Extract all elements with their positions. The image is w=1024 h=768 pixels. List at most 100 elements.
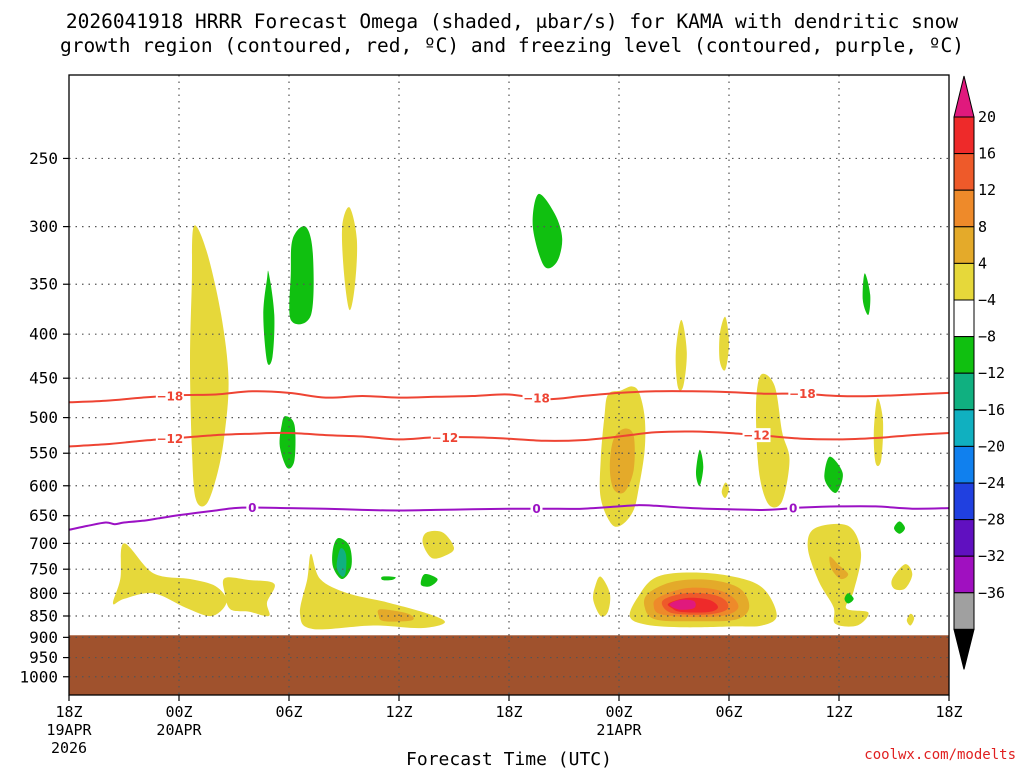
omega-area-29 bbox=[263, 270, 275, 365]
colorbar-label-3: 8 bbox=[978, 218, 987, 236]
omega-area-14 bbox=[719, 316, 729, 371]
colorbar-label-11: −28 bbox=[978, 511, 1005, 529]
colorbar-top-arrow bbox=[953, 75, 975, 118]
x-tick-label-5: 00Z bbox=[605, 703, 632, 721]
snow-minus12-line bbox=[69, 430, 949, 448]
colorbar-label-8: −16 bbox=[978, 401, 1005, 419]
snow-minus18-label-bg-0 bbox=[155, 388, 184, 403]
colorbar-swatch-3 bbox=[953, 226, 975, 264]
colorbar-swatch-0 bbox=[953, 116, 975, 155]
contour-lines: −18 −18 −18 −12 −12 −12 0 0 0 bbox=[69, 386, 949, 531]
x-tick-label-1: 00Z bbox=[165, 703, 192, 721]
y-tick-label-4: 450 bbox=[29, 369, 58, 388]
x-tick-label-3: 12Z bbox=[385, 703, 412, 721]
omega-area-21 bbox=[829, 556, 849, 580]
x-axis-label: Forecast Time (UTC) bbox=[406, 749, 612, 768]
snow-minus12-label-bg-1 bbox=[430, 430, 459, 445]
colorbar-label-4: 4 bbox=[978, 254, 987, 272]
y-axis-ticks: 250 300 350 400 450 500 550 600 650 700 750 800 850 9… bbox=[19, 149, 69, 686]
colorbar-swatch-5 bbox=[953, 299, 975, 338]
x-tick-label-4: 18Z bbox=[495, 703, 522, 721]
omega-area-30 bbox=[289, 226, 314, 325]
x-tick-label-8: 18Z bbox=[935, 703, 962, 721]
omega-area-18 bbox=[906, 613, 915, 626]
colorbar-label-2: 12 bbox=[978, 181, 996, 199]
y-tick-label-14: 950 bbox=[29, 648, 58, 667]
omega-area-32 bbox=[532, 193, 563, 269]
x-tick-year-0: 2026 bbox=[51, 739, 87, 757]
omega-area-36 bbox=[824, 456, 843, 493]
colorbar-label-10: −24 bbox=[978, 474, 1005, 492]
colorbar-label-5: −4 bbox=[978, 291, 996, 309]
omega-area-35 bbox=[381, 576, 396, 581]
omega-area-39 bbox=[894, 521, 905, 534]
ground-layer bbox=[69, 635, 949, 695]
omega-area-12 bbox=[891, 564, 913, 591]
omega-area-16 bbox=[721, 482, 729, 499]
y-tick-label-6: 550 bbox=[29, 444, 58, 463]
freezing-0-label-1: 0 bbox=[532, 502, 540, 516]
omega-shading bbox=[112, 193, 915, 630]
y-tick-label-10: 750 bbox=[29, 560, 58, 579]
omega-area-20 bbox=[377, 609, 414, 622]
omega-area-26 bbox=[669, 599, 696, 610]
y-tick-label-12: 850 bbox=[29, 606, 58, 625]
omega-area-34 bbox=[420, 573, 438, 587]
snow-minus12-label-bg-2 bbox=[742, 428, 771, 443]
omega-area-6 bbox=[222, 577, 275, 617]
omega-area-38 bbox=[696, 449, 704, 486]
snow-minus12-label-2: −12 bbox=[743, 429, 770, 443]
omega-area-37 bbox=[862, 273, 871, 316]
colorbar-swatch-6 bbox=[953, 336, 975, 374]
colorbar-bottom-arrow bbox=[953, 628, 975, 670]
omega-area-0 bbox=[190, 225, 229, 507]
omega-area-9 bbox=[593, 576, 611, 617]
y-tick-label-9: 700 bbox=[29, 534, 58, 553]
colorbar-label-12: −32 bbox=[978, 547, 1005, 565]
x-tick-label-6: 06Z bbox=[715, 703, 742, 721]
omega-area-7 bbox=[299, 553, 445, 630]
omega-area-13 bbox=[675, 319, 687, 391]
snow-minus12-label-0: −12 bbox=[156, 432, 183, 446]
colorbar-swatch-2 bbox=[953, 189, 975, 228]
omega-area-31 bbox=[279, 416, 296, 469]
y-tick-label-1: 300 bbox=[29, 217, 58, 236]
y-tick-label-11: 800 bbox=[29, 584, 58, 603]
snow-minus18-label-2: −18 bbox=[789, 387, 816, 401]
colorbar-label-1: 16 bbox=[978, 145, 996, 163]
x-tick-label-7: 12Z bbox=[825, 703, 852, 721]
y-tick-label-0: 250 bbox=[29, 149, 58, 168]
y-tick-label-15: 1000 bbox=[19, 667, 58, 686]
omega-area-8 bbox=[422, 530, 455, 559]
colorbar-swatch-1 bbox=[953, 153, 975, 191]
x-tick-label-2: 06Z bbox=[275, 703, 302, 721]
snow-minus18-label-1: −18 bbox=[523, 392, 550, 406]
credit-text[interactable]: coolwx.com/modelts bbox=[864, 747, 1016, 763]
y-tick-label-3: 400 bbox=[29, 325, 58, 344]
chart-title-line2: growth region (contoured, red, ºC) and f… bbox=[60, 34, 964, 57]
freezing-0-label-bg-1 bbox=[530, 501, 543, 516]
x-tick-label-0: 18Z bbox=[55, 703, 82, 721]
ground-fill bbox=[69, 635, 949, 695]
colorbar-swatch-12 bbox=[953, 555, 975, 594]
colorbar-label-9: −20 bbox=[978, 437, 1005, 455]
omega-area-4 bbox=[755, 373, 790, 508]
x-tick-date-0: 19APR bbox=[46, 721, 92, 739]
colorbar-label-13: −36 bbox=[978, 584, 1005, 602]
freezing-0-label-0: 0 bbox=[248, 501, 256, 515]
snow-minus18-label-0: −18 bbox=[156, 389, 183, 403]
freezing-0-line bbox=[69, 504, 949, 531]
colorbar-label-0: 20 bbox=[978, 108, 996, 126]
colorbar-swatch-4 bbox=[953, 262, 975, 301]
x-tick-date-1: 20APR bbox=[156, 721, 202, 739]
colorbar-swatch-7 bbox=[953, 372, 975, 411]
snow-minus18-label-bg-1 bbox=[522, 391, 551, 406]
colorbar-label-6: −8 bbox=[978, 328, 996, 346]
colorbar-swatch-8 bbox=[953, 409, 975, 447]
y-tick-label-2: 350 bbox=[29, 275, 58, 294]
snow-minus12-label-1: −12 bbox=[431, 431, 458, 445]
freezing-0-label-bg-2 bbox=[787, 501, 800, 516]
omega-area-1 bbox=[341, 207, 358, 311]
colorbar-swatch-11 bbox=[953, 519, 975, 557]
colorbar-swatch-9 bbox=[953, 445, 975, 484]
